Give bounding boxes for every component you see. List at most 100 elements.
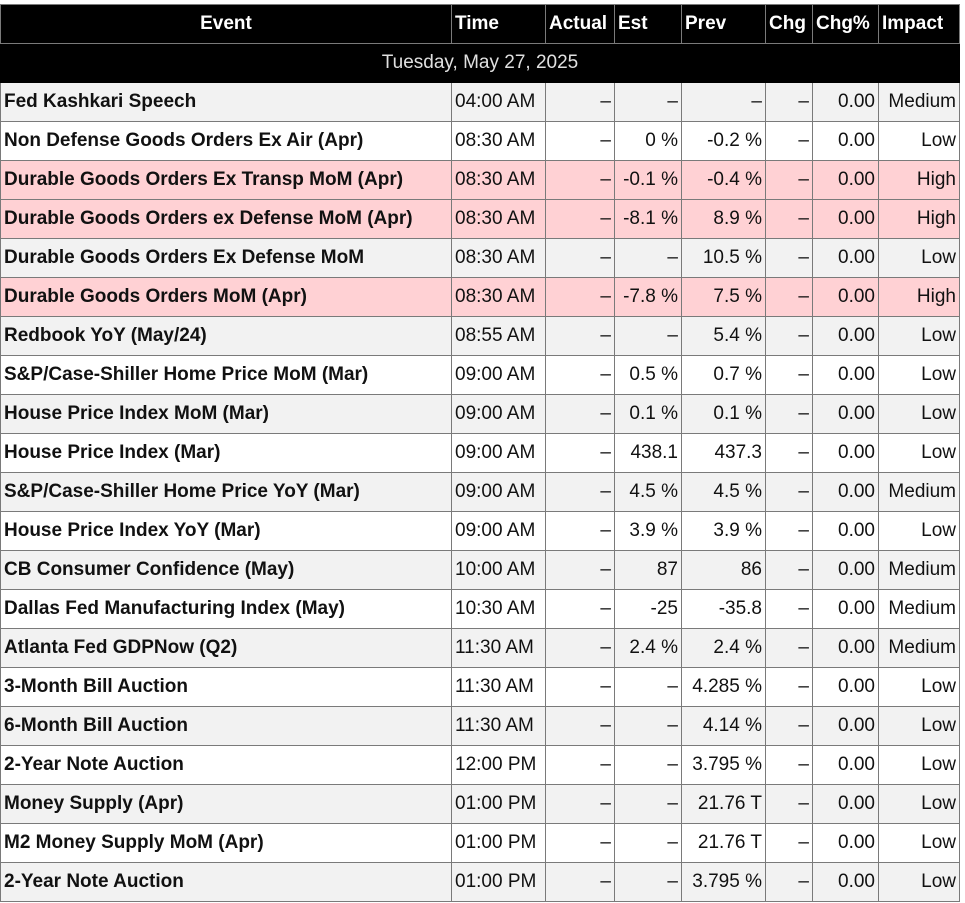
event-name-cell[interactable]: Non Defense Goods Orders Ex Air (Apr) <box>0 121 452 161</box>
col-header-chg-pct[interactable]: Chg% <box>812 4 879 44</box>
impact-cell: Medium <box>878 589 960 629</box>
table-row[interactable]: CB Consumer Confidence (May) 10:00 AM –87 8… <box>0 550 960 590</box>
actual-cell: – <box>545 823 615 863</box>
event-name-cell[interactable]: Dallas Fed Manufacturing Index (May) <box>0 589 452 629</box>
col-header-est[interactable]: Est <box>614 4 682 44</box>
table-row[interactable]: 2-Year Note Auction 01:00 PM – –3.795 % –0.0… <box>0 862 960 902</box>
impact-cell: High <box>878 160 960 200</box>
table-row[interactable]: S&P/Case-Shiller Home Price YoY (Mar) 09:… <box>0 472 960 512</box>
col-header-actual[interactable]: Actual <box>545 4 615 44</box>
impact-cell: Low <box>878 238 960 278</box>
actual-cell: – <box>545 394 615 434</box>
event-name-cell[interactable]: 6-Month Bill Auction <box>0 706 452 746</box>
chg-cell: – <box>765 82 813 122</box>
time-cell: 12:00 PM <box>451 745 546 785</box>
event-name-cell[interactable]: M2 Money Supply MoM (Apr) <box>0 823 452 863</box>
event-name-cell[interactable]: Durable Goods Orders Ex Transp MoM (Apr) <box>0 160 452 200</box>
col-header-impact[interactable]: Impact <box>878 4 960 44</box>
chg-pct-cell: 0.00 <box>812 511 879 551</box>
time-cell: 08:30 AM <box>451 238 546 278</box>
event-name-cell[interactable]: S&P/Case-Shiller Home Price YoY (Mar) <box>0 472 452 512</box>
est-cell: – <box>614 238 682 278</box>
chg-cell: – <box>765 784 813 824</box>
event-name-cell[interactable]: House Price Index MoM (Mar) <box>0 394 452 434</box>
time-cell: 01:00 PM <box>451 784 546 824</box>
chg-cell: – <box>765 121 813 161</box>
event-name-cell[interactable]: 2-Year Note Auction <box>0 745 452 785</box>
table-row[interactable]: House Price Index (Mar) 09:00 AM –438.1 437… <box>0 433 960 473</box>
col-header-prev[interactable]: Prev <box>681 4 766 44</box>
event-name-cell[interactable]: Fed Kashkari Speech <box>0 82 452 122</box>
actual-cell: – <box>545 589 615 629</box>
actual-cell: – <box>545 472 615 512</box>
event-name-cell[interactable]: Money Supply (Apr) <box>0 784 452 824</box>
actual-cell: – <box>545 784 615 824</box>
event-name-cell[interactable]: House Price Index (Mar) <box>0 433 452 473</box>
chg-pct-cell: 0.00 <box>812 784 879 824</box>
impact-cell: High <box>878 277 960 317</box>
table-row[interactable]: Fed Kashkari Speech 04:00 AM – – – –0.00 Mediu… <box>0 82 960 122</box>
impact-cell: Low <box>878 784 960 824</box>
table-row[interactable]: House Price Index MoM (Mar) 09:00 AM –0.1 … <box>0 394 960 434</box>
time-cell: 09:00 AM <box>451 472 546 512</box>
prev-cell: 86 <box>681 550 766 590</box>
actual-cell: – <box>545 745 615 785</box>
actual-cell: – <box>545 433 615 473</box>
time-cell: 09:00 AM <box>451 355 546 395</box>
time-cell: 11:30 AM <box>451 667 546 707</box>
table-row[interactable]: 6-Month Bill Auction 11:30 AM – –4.14 % –0.0… <box>0 706 960 746</box>
actual-cell: – <box>545 550 615 590</box>
table-row[interactable]: House Price Index YoY (Mar) 09:00 AM –3.9 … <box>0 511 960 551</box>
table-row[interactable]: 2-Year Note Auction 12:00 PM – –3.795 % –0.0… <box>0 745 960 785</box>
event-name-cell[interactable]: Atlanta Fed GDPNow (Q2) <box>0 628 452 668</box>
table-row[interactable]: Durable Goods Orders Ex Transp MoM (Apr)… <box>0 160 960 200</box>
event-name-cell[interactable]: 2-Year Note Auction <box>0 862 452 902</box>
chg-cell: – <box>765 550 813 590</box>
date-label: Tuesday, May 27, 2025 <box>0 43 960 83</box>
table-row[interactable]: Durable Goods Orders MoM (Apr) 08:30 AM – -… <box>0 277 960 317</box>
chg-cell: – <box>765 862 813 902</box>
impact-cell: Low <box>878 121 960 161</box>
chg-pct-cell: 0.00 <box>812 238 879 278</box>
table-row[interactable]: Redbook YoY (May/24) 08:55 AM – –5.4 % –0.00… <box>0 316 960 356</box>
table-row[interactable]: Durable Goods Orders ex Defense MoM (Apr… <box>0 199 960 239</box>
event-name-cell[interactable]: 3-Month Bill Auction <box>0 667 452 707</box>
chg-pct-cell: 0.00 <box>812 82 879 122</box>
event-name-cell[interactable]: Durable Goods Orders Ex Defense MoM <box>0 238 452 278</box>
chg-pct-cell: 0.00 <box>812 589 879 629</box>
impact-cell: Medium <box>878 550 960 590</box>
impact-cell: High <box>878 199 960 239</box>
event-name-cell[interactable]: S&P/Case-Shiller Home Price MoM (Mar) <box>0 355 452 395</box>
col-header-chg[interactable]: Chg <box>765 4 813 44</box>
table-row[interactable]: Dallas Fed Manufacturing Index (May) 10:3… <box>0 589 960 629</box>
col-header-event[interactable]: Event <box>0 4 452 44</box>
event-name-cell[interactable]: CB Consumer Confidence (May) <box>0 550 452 590</box>
table-row[interactable]: Money Supply (Apr) 01:00 PM – –21.76 T –0.00… <box>0 784 960 824</box>
table-row[interactable]: Non Defense Goods Orders Ex Air (Apr) 08:… <box>0 121 960 161</box>
time-cell: 08:30 AM <box>451 199 546 239</box>
est-cell: – <box>614 823 682 863</box>
chg-pct-cell: 0.00 <box>812 628 879 668</box>
table-row[interactable]: 3-Month Bill Auction 11:30 AM – –4.285 % –0.… <box>0 667 960 707</box>
actual-cell: – <box>545 706 615 746</box>
event-name-cell[interactable]: Redbook YoY (May/24) <box>0 316 452 356</box>
time-cell: 10:30 AM <box>451 589 546 629</box>
chg-pct-cell: 0.00 <box>812 277 879 317</box>
est-cell: 3.9 % <box>614 511 682 551</box>
event-name-cell[interactable]: House Price Index YoY (Mar) <box>0 511 452 551</box>
est-cell: 0.5 % <box>614 355 682 395</box>
col-header-time[interactable]: Time <box>451 4 546 44</box>
table-row[interactable]: M2 Money Supply MoM (Apr) 01:00 PM – –21.76… <box>0 823 960 863</box>
est-cell: – <box>614 316 682 356</box>
table-row[interactable]: S&P/Case-Shiller Home Price MoM (Mar) 09:… <box>0 355 960 395</box>
prev-cell: 21.76 T <box>681 823 766 863</box>
impact-cell: Low <box>878 355 960 395</box>
table-row[interactable]: Atlanta Fed GDPNow (Q2) 11:30 AM –2.4 % 2.4… <box>0 628 960 668</box>
event-name-cell[interactable]: Durable Goods Orders ex Defense MoM (Apr… <box>0 199 452 239</box>
actual-cell: – <box>545 628 615 668</box>
prev-cell: 2.4 % <box>681 628 766 668</box>
event-name-cell[interactable]: Durable Goods Orders MoM (Apr) <box>0 277 452 317</box>
est-cell: – <box>614 706 682 746</box>
impact-cell: Medium <box>878 472 960 512</box>
table-row[interactable]: Durable Goods Orders Ex Defense MoM 08:30… <box>0 238 960 278</box>
